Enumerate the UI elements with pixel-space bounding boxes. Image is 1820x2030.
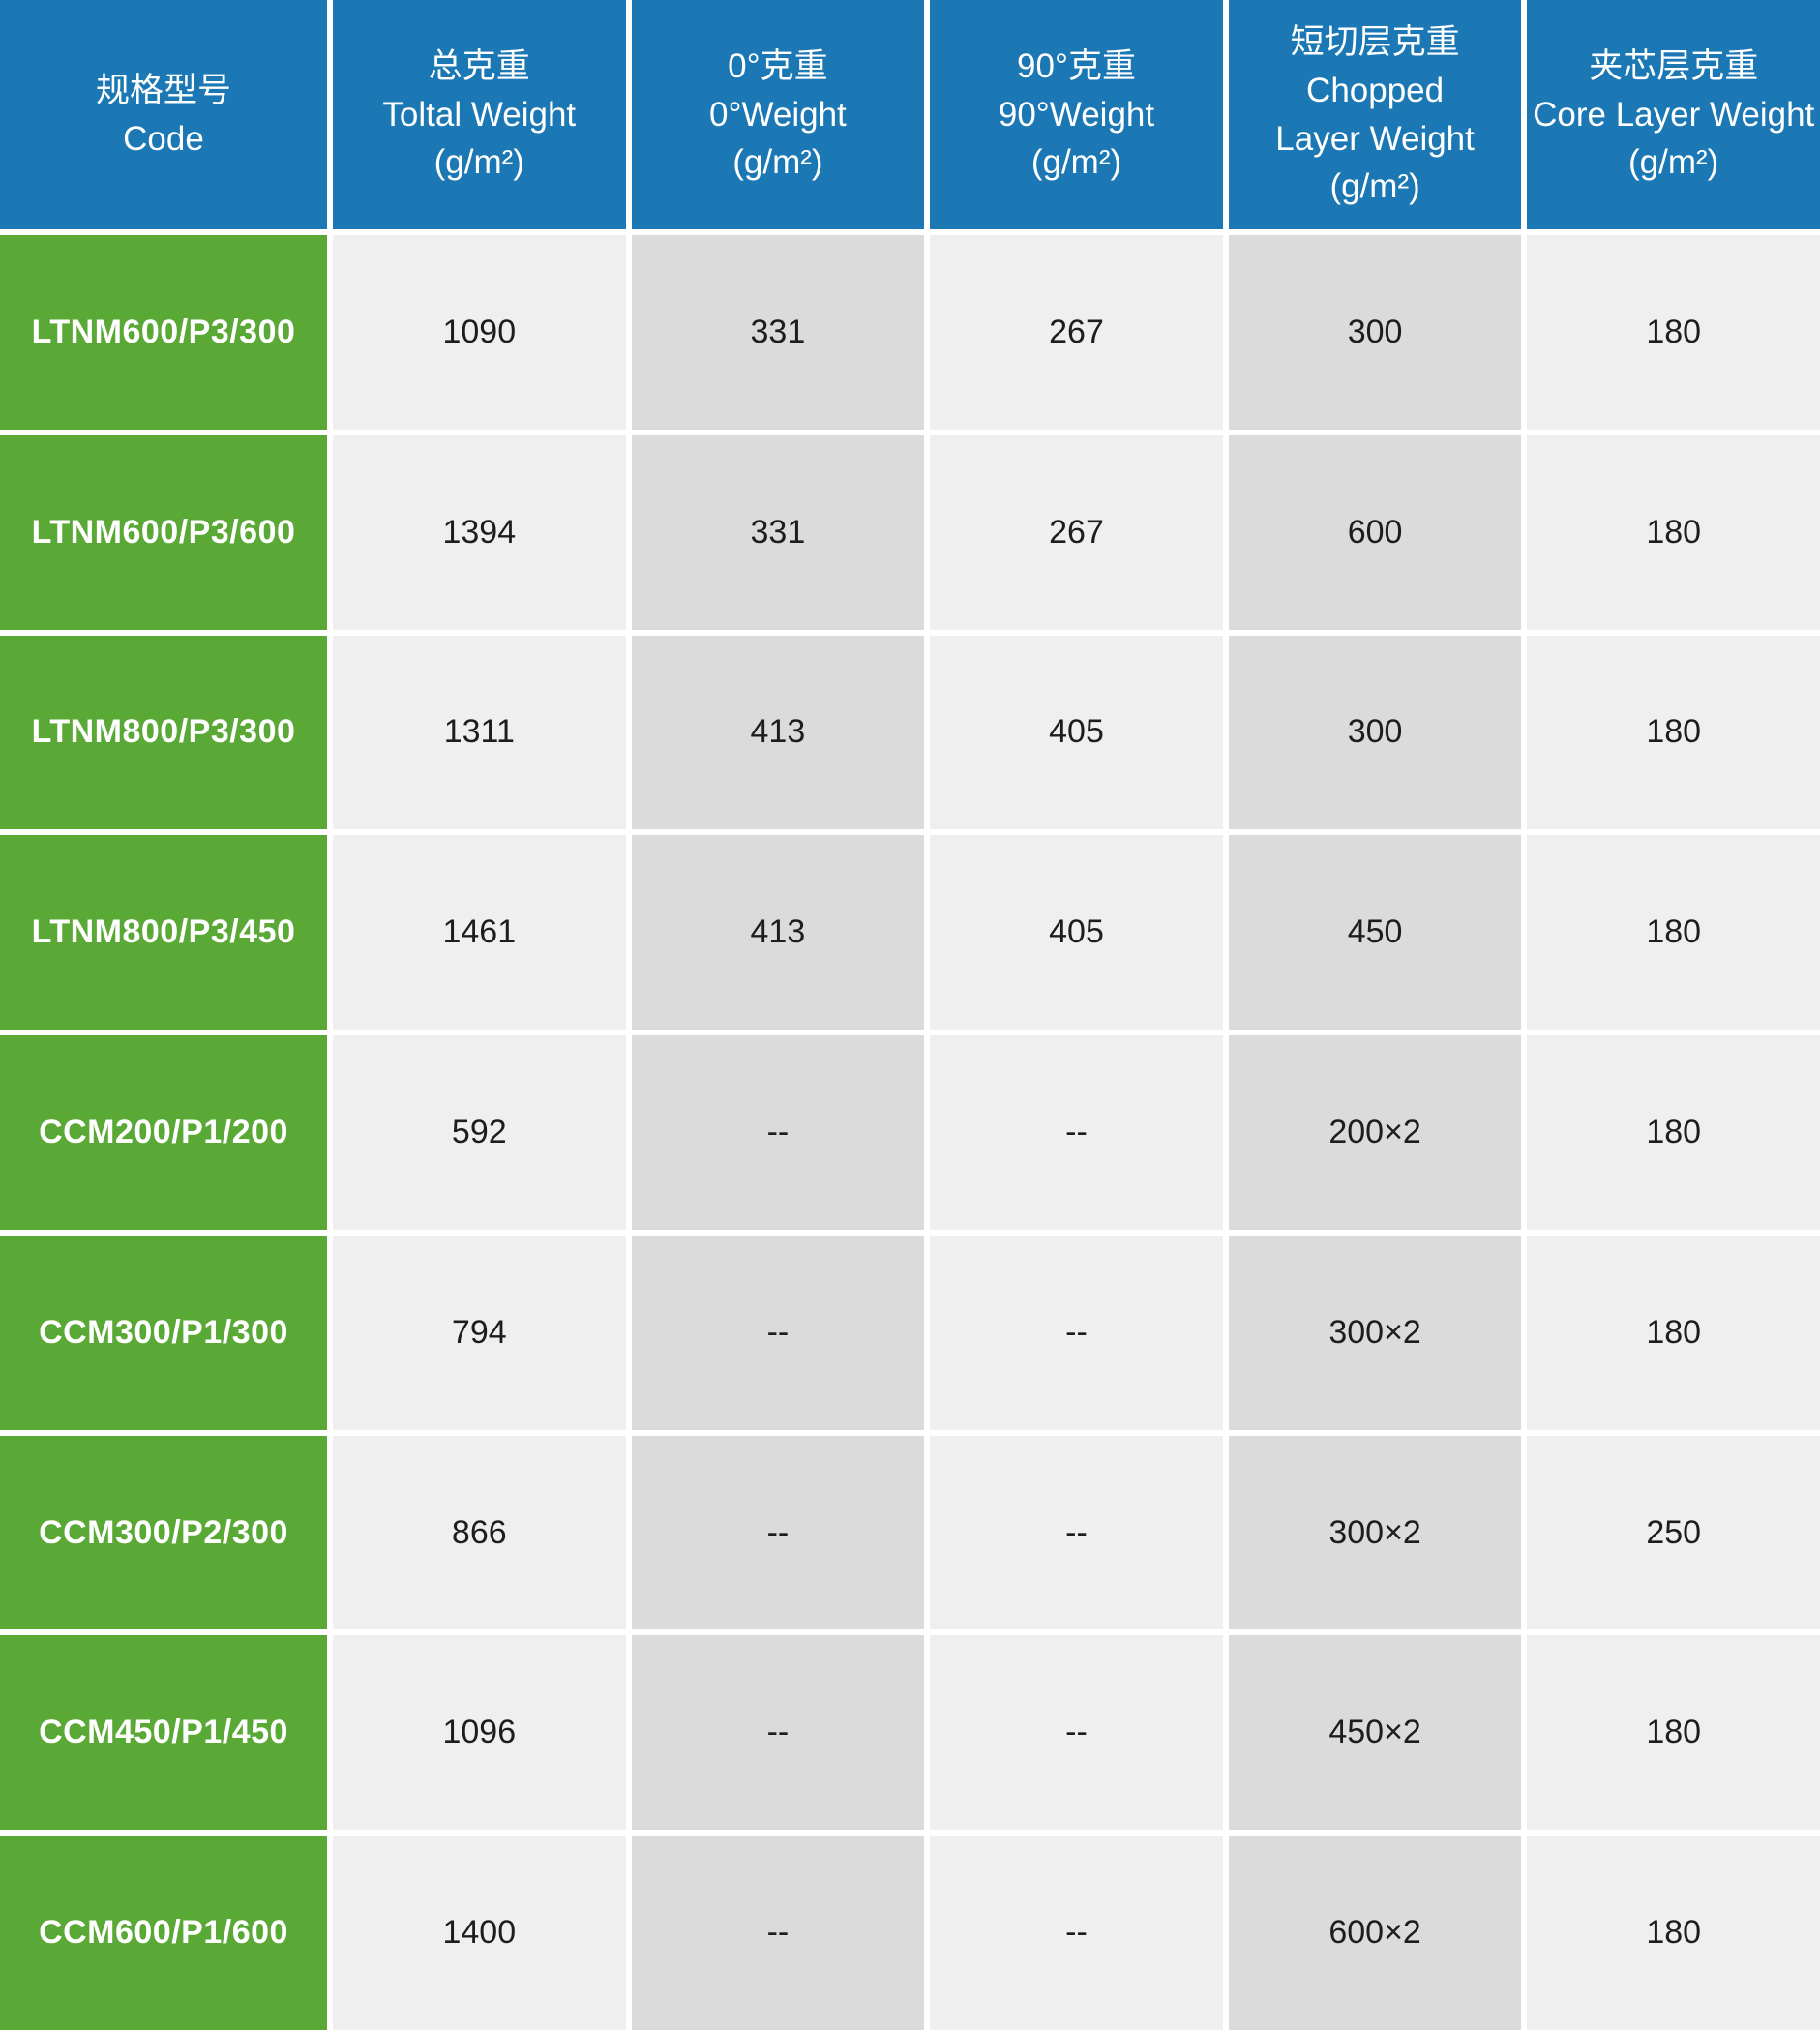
weight-0deg-cell: --	[631, 1435, 925, 1630]
core-weight-cell: 180	[1527, 1836, 1820, 2030]
code-cell: CCM300/P1/300	[0, 1235, 327, 1430]
weight-0deg-cell: --	[631, 1235, 925, 1430]
weight-90deg-cell: 267	[930, 235, 1223, 430]
core-weight-cell: 180	[1527, 1235, 1820, 1430]
chopped-weight-cell: 450×2	[1228, 1635, 1522, 1831]
core-weight-cell: 180	[1527, 835, 1820, 1030]
header-total-zh: 总克重	[428, 46, 530, 85]
header-chopped-unit: (g/m²)	[1329, 167, 1420, 206]
weight-0deg-cell: 331	[631, 434, 925, 630]
code-cell: CCM300/P2/300	[0, 1435, 327, 1630]
weight-90deg-cell: 405	[930, 635, 1223, 830]
header-90deg-unit: (g/m²)	[1030, 143, 1122, 182]
code-cell: CCM200/P1/200	[0, 1035, 327, 1230]
header-0deg-en: 0°Weight	[709, 95, 847, 134]
total-weight-cell: 592	[333, 1035, 626, 1230]
header-code-en: Code	[123, 119, 204, 158]
total-weight-cell: 1461	[333, 835, 626, 1030]
header-0deg-zh: 0°克重	[728, 46, 828, 85]
header-cell-code: 规格型号 Code	[0, 0, 327, 229]
header-total-unit: (g/m²)	[433, 143, 524, 182]
chopped-weight-cell: 200×2	[1228, 1035, 1522, 1230]
core-weight-cell: 180	[1527, 1035, 1820, 1230]
code-cell: LTNM600/P3/600	[0, 434, 327, 630]
chopped-weight-cell: 300	[1228, 635, 1522, 830]
total-weight-cell: 866	[333, 1435, 626, 1630]
total-weight-cell: 1400	[333, 1836, 626, 2030]
weight-90deg-cell: --	[930, 1435, 1223, 1630]
core-weight-cell: 180	[1527, 235, 1820, 430]
weight-90deg-cell: --	[930, 1235, 1223, 1430]
header-cell-total-weight: 总克重 Toltal Weight (g/m²)	[333, 0, 626, 229]
weight-90deg-cell: 405	[930, 835, 1223, 1030]
weight-90deg-cell: --	[930, 1836, 1223, 2030]
chopped-weight-cell: 300×2	[1228, 1435, 1522, 1630]
core-weight-cell: 180	[1527, 635, 1820, 830]
total-weight-cell: 1096	[333, 1635, 626, 1831]
code-cell: LTNM800/P3/300	[0, 635, 327, 830]
header-cell-0deg-weight: 0°克重 0°Weight (g/m²)	[631, 0, 925, 229]
code-cell: LTNM800/P3/450	[0, 835, 327, 1030]
header-cell-core-layer-weight: 夹芯层克重 Core Layer Weight (g/m²)	[1527, 0, 1820, 229]
header-core-unit: (g/m²)	[1628, 143, 1719, 182]
chopped-weight-cell: 300	[1228, 235, 1522, 430]
weight-90deg-cell: --	[930, 1635, 1223, 1831]
header-0deg-unit: (g/m²)	[732, 143, 823, 182]
header-core-zh: 夹芯层克重	[1589, 46, 1759, 85]
weight-0deg-cell: 413	[631, 635, 925, 830]
weight-0deg-cell: --	[631, 1635, 925, 1831]
core-weight-cell: 180	[1527, 434, 1820, 630]
code-cell: CCM450/P1/450	[0, 1635, 327, 1831]
total-weight-cell: 1311	[333, 635, 626, 830]
weight-0deg-cell: 413	[631, 835, 925, 1030]
core-weight-cell: 180	[1527, 1635, 1820, 1831]
chopped-weight-cell: 600	[1228, 434, 1522, 630]
weight-0deg-cell: 331	[631, 235, 925, 430]
total-weight-cell: 1090	[333, 235, 626, 430]
total-weight-cell: 1394	[333, 434, 626, 630]
header-cell-chopped-layer-weight: 短切层克重 Chopped Layer Weight (g/m²)	[1228, 0, 1522, 229]
weight-90deg-cell: --	[930, 1035, 1223, 1230]
weight-0deg-cell: --	[631, 1035, 925, 1230]
header-total-en: Toltal Weight	[382, 95, 577, 134]
code-cell: CCM600/P1/600	[0, 1836, 327, 2030]
header-90deg-en: 90°Weight	[998, 95, 1155, 134]
total-weight-cell: 794	[333, 1235, 626, 1430]
chopped-weight-cell: 450	[1228, 835, 1522, 1030]
header-90deg-zh: 90°克重	[1017, 46, 1136, 85]
weight-0deg-cell: --	[631, 1836, 925, 2030]
code-cell: LTNM600/P3/300	[0, 235, 327, 430]
chopped-weight-cell: 300×2	[1228, 1235, 1522, 1430]
header-cell-90deg-weight: 90°克重 90°Weight (g/m²)	[930, 0, 1223, 229]
header-core-en: Core Layer Weight	[1533, 95, 1815, 134]
chopped-weight-cell: 600×2	[1228, 1836, 1522, 2030]
core-weight-cell: 250	[1527, 1435, 1820, 1630]
header-chopped-en: Chopped Layer Weight	[1275, 71, 1475, 158]
header-code-zh: 规格型号	[95, 71, 231, 109]
weight-90deg-cell: 267	[930, 434, 1223, 630]
header-chopped-zh: 短切层克重	[1290, 23, 1460, 62]
